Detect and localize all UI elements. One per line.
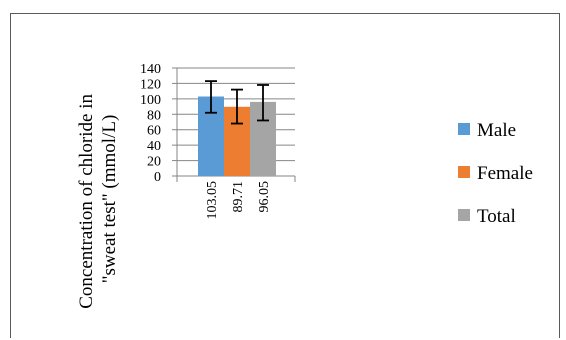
error-bars — [205, 80, 269, 125]
category-label: 103.05 — [205, 181, 220, 220]
bars — [198, 96, 276, 176]
y-tick-label: 120 — [140, 77, 161, 92]
category-labels: 103.05 89.71 96.05 — [205, 181, 272, 220]
y-tick-label: 0 — [154, 170, 161, 185]
legend-swatch-female — [458, 166, 470, 178]
y-tick-label: 100 — [140, 93, 161, 108]
legend-swatch-male — [458, 123, 470, 135]
legend-label-female: Female — [477, 163, 533, 184]
legend-label-male: Male — [477, 120, 516, 141]
y-tick-label: 40 — [147, 139, 161, 154]
chart-frame — [10, 13, 560, 338]
y-tick-label: 20 — [147, 155, 161, 170]
legend-swatch-total — [458, 209, 470, 221]
y-axis-label-line-1: Concentration of chloride in — [76, 94, 97, 309]
category-label: 89.71 — [231, 181, 246, 213]
category-label: 96.05 — [257, 181, 272, 213]
y-tick-label: 60 — [147, 124, 161, 139]
legend: Male Female Total — [458, 120, 533, 227]
y-tick-label: 80 — [147, 108, 161, 123]
y-tick-label: 140 — [140, 62, 161, 77]
legend-label-total: Total — [477, 206, 516, 227]
y-axis-label-line-2: "sweat test" (mmol/L) — [99, 115, 120, 284]
y-axis-label: Concentration of chloride in "sweat test… — [76, 89, 120, 309]
